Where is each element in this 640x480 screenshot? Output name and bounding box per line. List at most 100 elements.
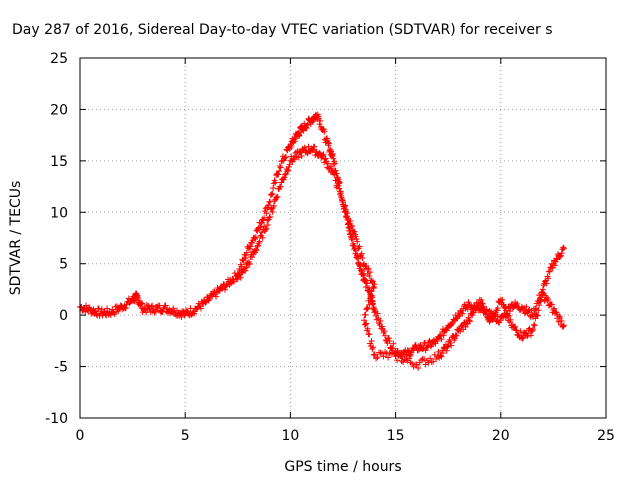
data-point-trace <box>377 349 384 356</box>
y-tick-label: -5 <box>54 360 68 376</box>
data-point-trace <box>385 335 392 342</box>
data-point-trace <box>330 155 337 162</box>
data-point-trace <box>321 128 328 135</box>
data-point-trace <box>348 223 355 230</box>
data-point-trace <box>363 306 370 313</box>
data-point-trace <box>247 243 254 250</box>
data-point-trace <box>352 233 359 240</box>
data-point-trace <box>252 234 259 241</box>
data-point-trace <box>259 216 266 223</box>
data-point-trace <box>275 171 282 178</box>
data-point-trace <box>342 202 349 209</box>
data-point-trace <box>519 335 526 342</box>
data-point-trace <box>458 323 465 330</box>
data-point-trace <box>439 350 446 357</box>
data-point-trace <box>242 255 249 262</box>
data-point-trace <box>197 305 204 312</box>
data-point-trace <box>409 360 416 367</box>
data-point-trace <box>300 127 307 134</box>
data-point-trace <box>349 234 356 241</box>
data-point-trace <box>277 164 284 171</box>
data-point-trace <box>545 268 552 275</box>
data-point-trace <box>367 269 374 276</box>
y-tick-label: 15 <box>50 154 68 170</box>
data-point-trace <box>320 151 327 158</box>
data-point-trace <box>281 174 288 181</box>
data-point-trace <box>139 300 146 307</box>
data-point-trace <box>98 306 105 313</box>
data-point-trace <box>483 307 490 314</box>
data-point-trace <box>385 354 392 361</box>
data-point-trace <box>514 300 521 307</box>
data-point-trace <box>390 340 397 347</box>
data-point-trace <box>359 254 366 261</box>
data-point-trace <box>178 314 185 321</box>
data-point-trace <box>149 302 156 309</box>
data-point-trace <box>438 353 445 360</box>
data-point-trace <box>246 261 253 268</box>
y-tick-label: -10 <box>45 411 68 427</box>
data-point-trace <box>354 238 361 245</box>
data-point-trace <box>242 267 249 274</box>
data-point-trace <box>243 249 250 256</box>
data-point-trace <box>527 332 534 339</box>
data-point-trace <box>545 275 552 282</box>
data-point-trace <box>517 328 524 335</box>
data-point-trace <box>269 208 276 215</box>
data-point-trace <box>422 347 429 354</box>
data-point-trace <box>365 297 372 304</box>
data-point-trace <box>286 161 293 168</box>
data-point-trace <box>370 278 377 285</box>
data-point <box>434 337 441 344</box>
data-point-trace <box>368 337 375 344</box>
x-axis-label: GPS time / hours <box>284 459 401 475</box>
data-point-trace <box>83 302 90 309</box>
data-point-trace <box>491 312 498 319</box>
data-point-trace <box>557 253 564 260</box>
x-tick-label: 15 <box>387 428 405 444</box>
data-point-trace <box>284 168 291 175</box>
data-point-trace <box>386 338 393 345</box>
data-point-trace <box>430 358 437 365</box>
data-point-trace <box>304 122 311 129</box>
data-point-trace <box>370 284 377 291</box>
data-point-trace <box>191 310 198 317</box>
data-point-trace <box>328 165 335 172</box>
data-point-trace <box>320 126 327 133</box>
data-point-trace <box>319 152 326 159</box>
data-point-trace <box>162 302 169 309</box>
data-point-trace <box>213 293 220 300</box>
data-point-trace <box>344 210 351 217</box>
data-point-trace <box>523 303 530 310</box>
data-point-trace <box>465 314 472 321</box>
data-point-trace <box>202 299 209 306</box>
data-point-trace <box>92 307 99 314</box>
data-point-trace <box>431 351 438 358</box>
data-point-trace <box>424 344 431 351</box>
data-point-trace <box>553 255 560 262</box>
data-point-trace <box>252 246 259 253</box>
data-point-trace <box>152 308 159 315</box>
data-point-trace <box>391 349 398 356</box>
data-point-trace <box>335 182 342 189</box>
data-point-trace <box>267 191 274 198</box>
data-point-trace <box>243 264 250 271</box>
data-point-trace <box>181 312 188 319</box>
data-point-trace <box>285 167 292 174</box>
data-point-trace <box>394 357 401 364</box>
data-point <box>466 317 473 324</box>
data-point-trace <box>551 262 558 269</box>
data-point-trace <box>433 355 440 362</box>
data-point <box>560 322 567 329</box>
data-point-trace <box>331 160 338 167</box>
data-point <box>413 361 420 368</box>
data-point-trace <box>363 320 370 327</box>
data-point-trace <box>303 125 310 132</box>
data-point-trace <box>530 326 537 333</box>
data-point-trace <box>397 353 404 360</box>
data-point-trace <box>374 354 381 361</box>
data-point-trace <box>358 250 365 257</box>
x-tick-label: 25 <box>597 428 615 444</box>
data-point-trace <box>520 334 527 341</box>
